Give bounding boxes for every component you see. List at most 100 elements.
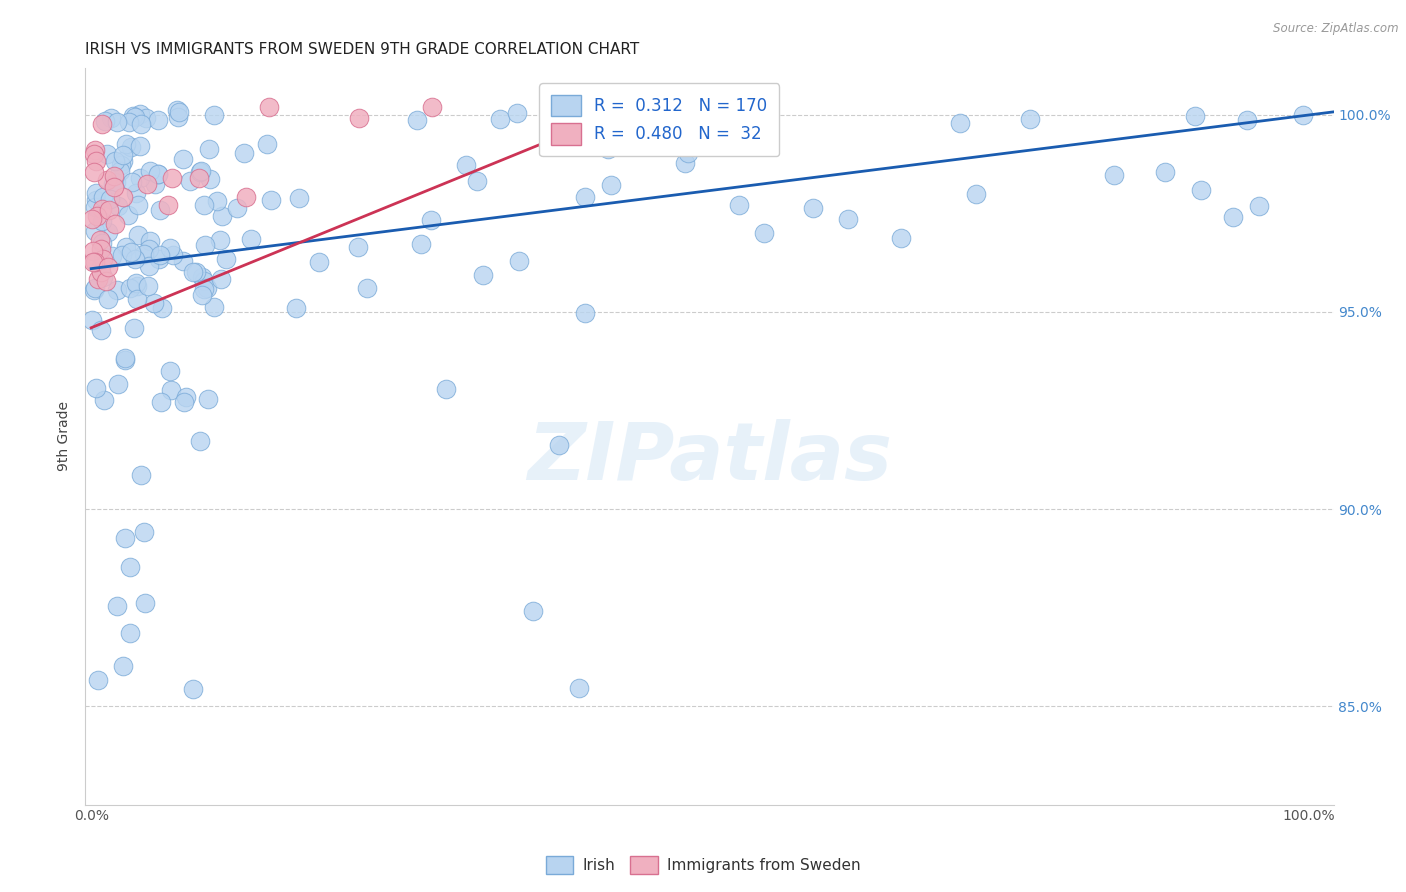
Point <box>120 626 142 640</box>
Point <box>82 312 104 326</box>
Point <box>1292 108 1315 122</box>
Point <box>93 393 115 408</box>
Point <box>128 107 150 121</box>
Point <box>651 119 673 133</box>
Legend: Irish, Immigrants from Sweden: Irish, Immigrants from Sweden <box>540 850 866 880</box>
Text: ZIPatlas: ZIPatlas <box>527 419 891 497</box>
Point <box>149 395 172 409</box>
Point <box>890 230 912 244</box>
Point <box>215 252 238 266</box>
Point <box>150 301 173 315</box>
Point <box>84 255 107 269</box>
Point <box>134 112 156 126</box>
Point <box>600 178 623 192</box>
Point <box>103 169 125 184</box>
Point <box>181 681 204 696</box>
Text: Source: ZipAtlas.com: Source: ZipAtlas.com <box>1274 22 1399 36</box>
Point <box>97 260 120 275</box>
Point <box>84 200 107 214</box>
Point <box>190 269 212 284</box>
Point <box>574 306 596 320</box>
Point <box>148 167 170 181</box>
Point <box>120 245 142 260</box>
Point <box>193 238 215 252</box>
Point <box>89 233 111 247</box>
Point <box>90 235 112 250</box>
Point <box>104 217 127 231</box>
Point <box>837 211 859 226</box>
Point <box>188 170 211 185</box>
Point <box>184 265 207 279</box>
Point <box>100 112 122 126</box>
Point <box>284 301 307 315</box>
Point <box>139 164 162 178</box>
Point <box>596 142 619 156</box>
Point <box>489 112 512 127</box>
Point <box>232 146 254 161</box>
Point <box>120 140 142 154</box>
Point <box>148 252 170 266</box>
Point <box>84 193 107 207</box>
Point <box>112 148 135 162</box>
Point <box>188 165 211 179</box>
Point <box>87 271 110 285</box>
Point <box>179 173 201 187</box>
Point <box>132 247 155 261</box>
Point <box>94 114 117 128</box>
Y-axis label: 9th Grade: 9th Grade <box>58 401 72 471</box>
Point <box>568 681 591 696</box>
Point <box>257 100 280 114</box>
Point <box>949 116 972 130</box>
Point <box>114 137 136 152</box>
Point <box>190 163 212 178</box>
Point <box>1222 211 1244 225</box>
Point <box>125 292 148 306</box>
Point <box>115 240 138 254</box>
Point <box>752 226 775 240</box>
Point <box>131 117 153 131</box>
Point <box>1104 168 1126 182</box>
Point <box>134 596 156 610</box>
Point <box>146 113 169 128</box>
Point <box>98 192 121 206</box>
Point <box>673 156 696 170</box>
Point <box>682 117 704 131</box>
Point <box>124 111 146 125</box>
Point <box>82 255 104 269</box>
Point <box>97 225 120 239</box>
Point <box>1153 165 1175 179</box>
Point <box>411 237 433 252</box>
Point <box>197 392 219 406</box>
Point <box>83 165 105 179</box>
Point <box>676 145 699 160</box>
Point <box>1236 113 1258 128</box>
Point <box>128 138 150 153</box>
Point <box>94 274 117 288</box>
Point <box>91 202 114 216</box>
Point <box>87 673 110 687</box>
Point <box>143 177 166 191</box>
Point <box>522 603 544 617</box>
Point <box>121 174 143 188</box>
Point <box>202 108 225 122</box>
Point <box>91 252 114 266</box>
Point <box>142 296 165 310</box>
Point <box>104 153 127 168</box>
Point <box>347 240 370 254</box>
Point <box>138 234 160 248</box>
Point <box>465 174 488 188</box>
Point <box>96 173 118 187</box>
Point <box>167 105 190 120</box>
Point <box>188 434 211 448</box>
Point <box>159 383 181 397</box>
Point <box>211 209 233 223</box>
Point <box>86 209 108 223</box>
Point <box>110 158 132 172</box>
Point <box>148 167 170 181</box>
Point <box>965 186 987 201</box>
Point <box>114 351 136 366</box>
Point <box>159 241 181 255</box>
Point <box>112 659 135 673</box>
Point <box>172 152 194 166</box>
Point <box>129 171 152 186</box>
